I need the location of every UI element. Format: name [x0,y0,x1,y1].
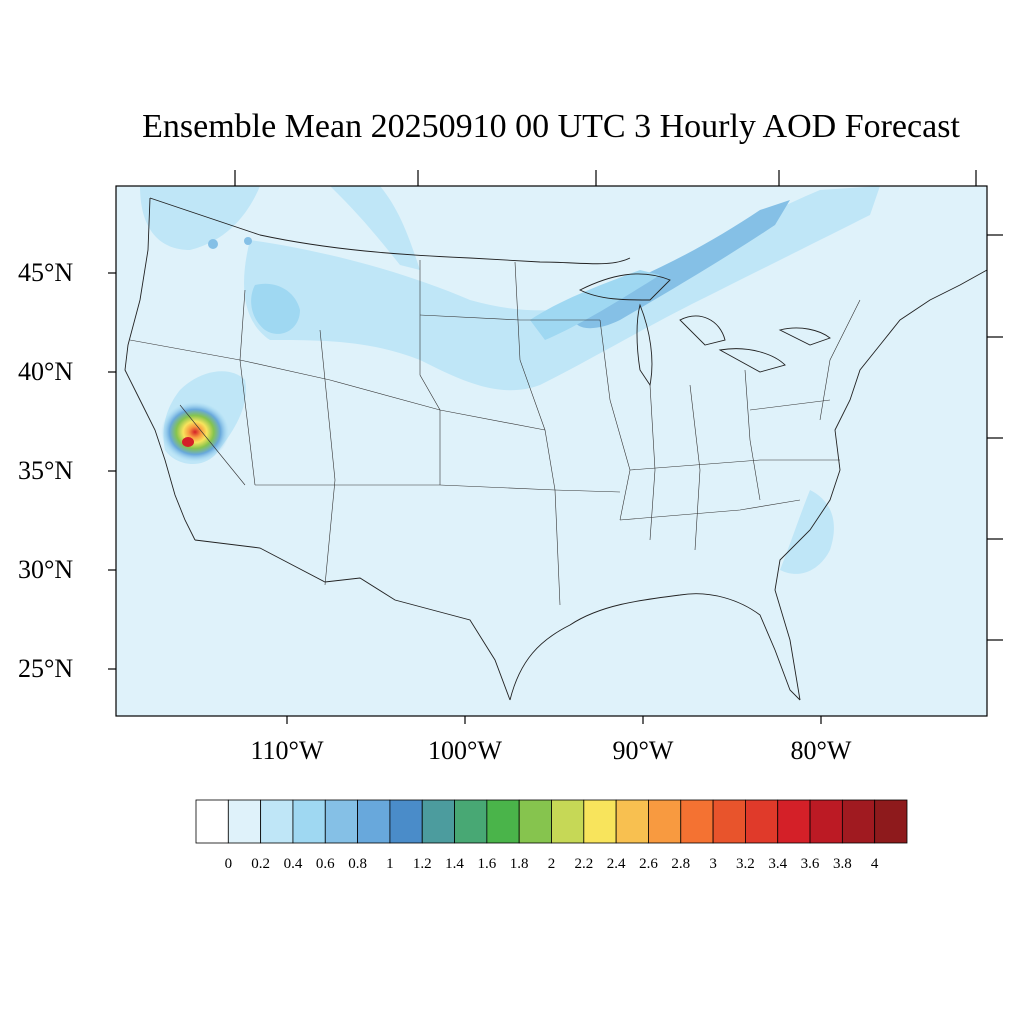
colorbar-tick-label: 1.6 [477,856,497,872]
colorbar-tick-label: 3.8 [832,856,852,872]
colorbar-tick-label: 1 [386,856,394,872]
colorbar-swatch [260,799,294,844]
colorbar-swatch [324,799,358,844]
colorbar-swatch [809,799,843,844]
colorbar-tick-label: 1.8 [509,856,529,872]
colorbar-swatch [583,799,617,844]
smoke-canada-streak [330,186,420,270]
colorbar-tick-label: 3.4 [768,856,788,872]
colorbar-tick-label: 2.2 [574,856,594,872]
colorbar-swatch [680,799,714,844]
colorbar-swatch [421,799,455,844]
colorbar-swatch [518,799,552,844]
colorbar-swatch [454,799,488,844]
colorbar-tick-label: 0.2 [251,856,270,872]
lon-label-100: 100°W [428,736,502,765]
colorbar-swatch [357,799,391,844]
colorbar-tick-label: 1.2 [412,856,432,872]
smoke-band-north [244,186,881,391]
smoke-southeast [780,490,834,574]
lat-label-25: 25°N [18,654,74,683]
colorbar-swatch [841,799,876,844]
aod-field [140,186,881,574]
colorbar-tick-label: 3 [709,856,717,872]
colorbar-tick-label: 1.4 [445,856,464,872]
colorbar-swatch [486,799,520,844]
colorbar [195,799,908,844]
smoke-northwest [140,186,260,250]
fire-plume [161,402,229,462]
colorbar-tick-label: 0 [224,856,233,872]
colorbar-swatch [648,799,682,844]
map-frame [115,185,988,717]
colorbar-swatch [615,799,649,844]
colorbar-tick-label: 2.4 [606,856,626,872]
smoke-idaho [251,283,300,334]
colorbar-swatch [195,799,229,844]
lon-label-90: 90°W [612,736,674,765]
colorbar-tick-label: 4 [870,856,879,872]
coastlines-and-borders [124,197,987,701]
colorbar-swatch [551,799,585,844]
colorbar-swatch [712,799,746,844]
lon-label-110: 110°W [250,736,324,765]
colorbar-tick-label: 0.4 [283,856,303,872]
lon-label-80: 80°W [790,736,852,765]
colorbar-tick-label: 0.8 [348,856,367,872]
smoke-band-mid [530,270,660,340]
colorbar-tick-label: 2 [547,856,556,872]
lat-label-35: 35°N [18,456,74,485]
state-boundaries [129,260,861,606]
colorbar-tick-label: 3.2 [736,856,755,872]
colorbar-swatch [389,799,423,844]
colorbar-swatch [292,799,326,844]
colorbar-tick-label: 2.6 [639,856,658,872]
colorbar-tick-label: 0.6 [315,856,335,872]
colorbar-swatch [227,799,262,844]
lat-label-30: 30°N [18,555,74,584]
lat-label-40: 40°N [18,357,74,386]
map-title: Ensemble Mean 20250910 00 UTC 3 Hourly A… [142,108,960,145]
axis-ticks [108,170,1003,724]
colorbar-tick-label: 2.8 [671,856,691,872]
colorbar-swatch [777,799,811,844]
colorbar-tick-label: 3.6 [800,856,820,872]
smoke-band-core [573,200,790,329]
lat-label-45: 45°N [18,258,74,287]
colorbar-swatch [874,799,908,844]
colorbar-swatch [745,799,779,844]
